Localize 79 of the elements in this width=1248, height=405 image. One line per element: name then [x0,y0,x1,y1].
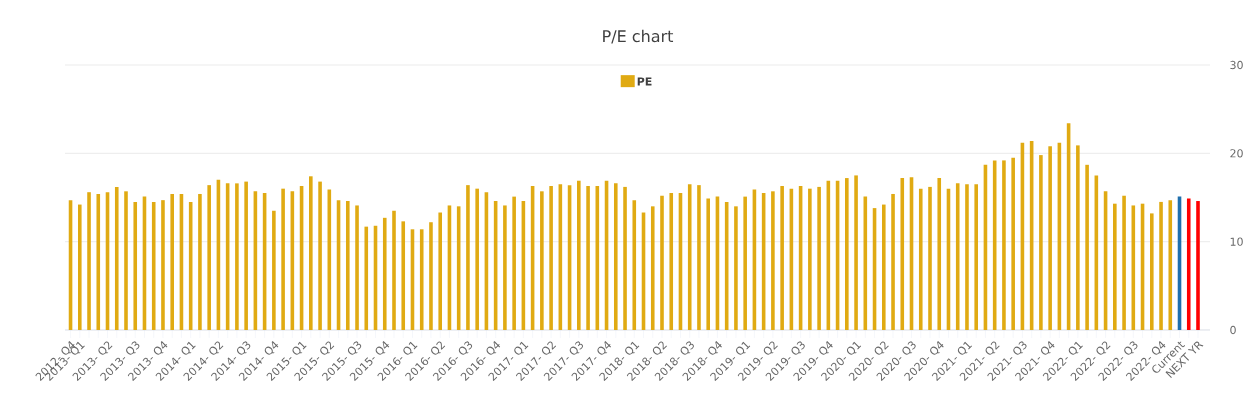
bar [512,196,516,330]
bar [687,184,692,330]
bar [771,191,775,330]
bar [124,191,128,330]
bar [1085,164,1089,330]
bar [1168,200,1173,330]
bar [660,195,664,330]
bar [955,183,960,330]
bar [1122,195,1126,330]
bar [133,201,138,330]
bar [1149,213,1154,330]
bar [706,198,710,330]
bar [1048,146,1052,330]
bar [669,193,674,330]
bar [244,181,248,330]
bar [854,175,858,330]
bar [965,184,969,330]
bar [114,186,119,330]
bar [382,217,387,330]
bar [845,178,849,330]
bar [817,186,821,330]
bar [77,204,82,330]
bar [1196,201,1200,330]
bar [96,193,101,330]
bar [808,188,812,330]
bar [1159,201,1163,330]
y-tick-label: 0 [1230,325,1236,335]
bar [466,185,470,330]
bar [974,184,979,330]
bar [309,176,313,330]
y-tick-label: 30 [1230,60,1243,70]
bar [170,193,174,330]
bar [161,200,165,330]
bar [928,186,932,330]
bar [1113,203,1117,330]
bar [780,186,784,330]
bar [281,188,285,330]
bar [364,226,369,330]
bar [549,186,553,330]
bar [1076,145,1080,330]
y-tick-label: 10 [1230,237,1243,246]
bar [235,183,239,330]
bar [87,192,91,330]
bar [881,204,886,330]
bar [503,205,507,330]
bar [937,178,942,330]
bar [623,186,627,330]
bar [1011,157,1015,330]
legend-label: PE [637,77,652,86]
bar [613,183,618,330]
bar [586,186,590,330]
bar [1039,155,1043,330]
bar [475,188,479,330]
bar [540,191,544,330]
bar [1002,160,1006,330]
bar [345,201,350,330]
chart-title: P/E chart [603,29,674,44]
bar [355,205,359,330]
bar [891,193,895,330]
bar [429,222,433,330]
bar [734,206,738,330]
bar [419,229,424,330]
bar [151,201,156,330]
bar [743,196,747,330]
bar [1186,198,1191,330]
bar [650,206,655,330]
bar [318,181,322,330]
bar [272,210,276,330]
bar [577,180,581,330]
y-tick-label: 20 [1230,149,1243,158]
bar [697,185,701,330]
bar [198,193,202,330]
bar [918,188,923,330]
bar [207,185,211,330]
bar [438,212,442,330]
bar [401,221,406,330]
bar [632,200,637,330]
bar [392,210,396,330]
bar [900,178,905,330]
